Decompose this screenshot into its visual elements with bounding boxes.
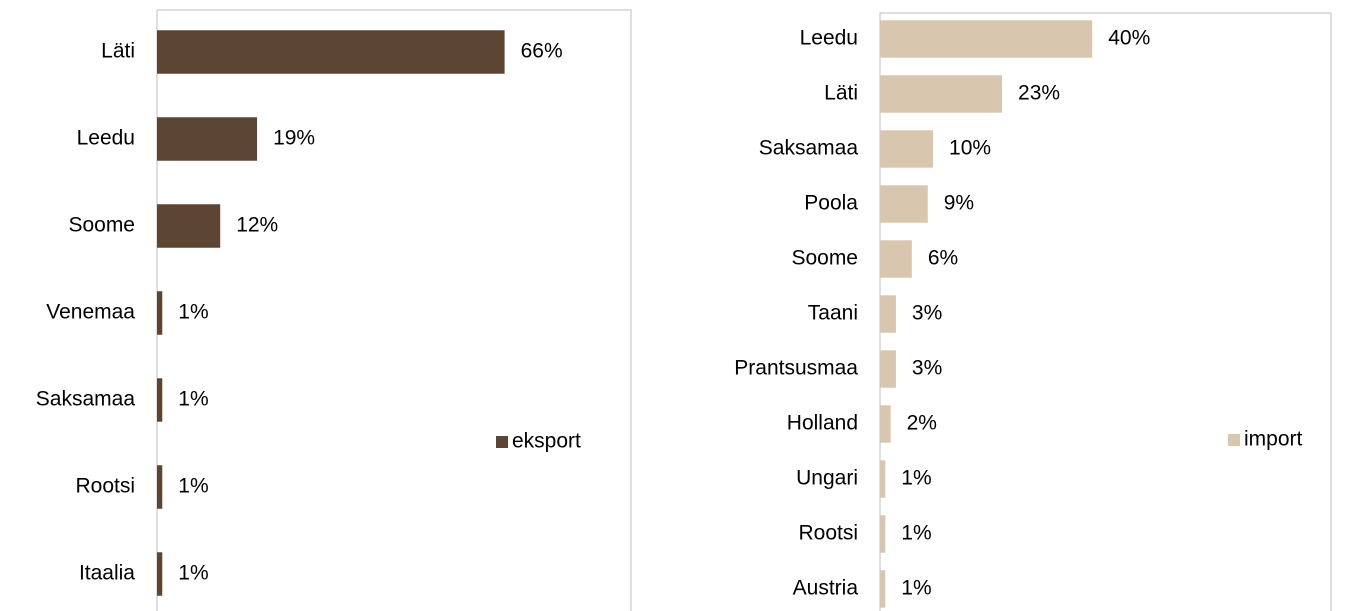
y-tick-label: Poola [804,192,858,215]
y-tick-label: Holland [787,412,858,435]
y-tick-label: Leedu [77,127,135,150]
bar [880,295,896,333]
bar [880,240,912,278]
y-tick-label: Soome [68,214,135,237]
legend-label: import [1244,428,1303,451]
y-tick-label: Leedu [800,27,858,50]
data-label: 10% [949,137,991,160]
bar [880,405,891,443]
y-tick-label: Soome [791,247,858,270]
bar [157,204,221,248]
data-label: 2% [907,412,937,435]
bar [880,350,896,388]
bar [880,570,886,608]
bar [157,465,163,509]
bar [157,117,258,161]
legend-swatch [496,436,508,448]
data-label: 1% [178,562,208,585]
bar [157,552,163,596]
data-label: 23% [1018,82,1060,105]
y-tick-label: Läti [101,40,135,63]
legend-label: eksport [512,430,581,453]
data-label: 12% [236,214,278,237]
y-tick-label: Austria [793,577,859,600]
plot-border [156,9,632,611]
y-tick-label: Ungari [796,467,858,490]
bar [157,291,163,335]
bar [157,30,505,74]
data-label: 1% [178,301,208,324]
data-label: 1% [901,522,931,545]
y-tick-label: Taani [808,302,858,325]
y-tick-label: Prantsusmaa [734,357,858,380]
data-label: 6% [928,247,958,270]
y-tick-label: Saksamaa [36,388,136,411]
bar [880,515,886,553]
bar [157,378,163,422]
y-tick-label: Saksamaa [759,137,859,160]
y-tick-label: Läti [824,82,858,105]
data-label: 3% [912,302,942,325]
data-label: 1% [901,467,931,490]
bar [880,75,1003,113]
data-label: 19% [273,127,315,150]
y-tick-label: Rootsi [75,475,135,498]
data-label: 3% [912,357,942,380]
data-label: 66% [521,40,563,63]
y-tick-label: Itaalia [79,562,135,585]
bar [880,20,1093,58]
data-label: 1% [178,475,208,498]
bar [880,185,928,223]
data-label: 1% [901,577,931,600]
y-tick-label: Rootsi [798,522,858,545]
bar [880,460,886,498]
legend-swatch [1228,434,1240,446]
data-label: 40% [1108,27,1150,50]
data-label: 1% [178,388,208,411]
bar [880,130,934,168]
data-label: 9% [944,192,974,215]
y-tick-label: Venemaa [46,301,135,324]
